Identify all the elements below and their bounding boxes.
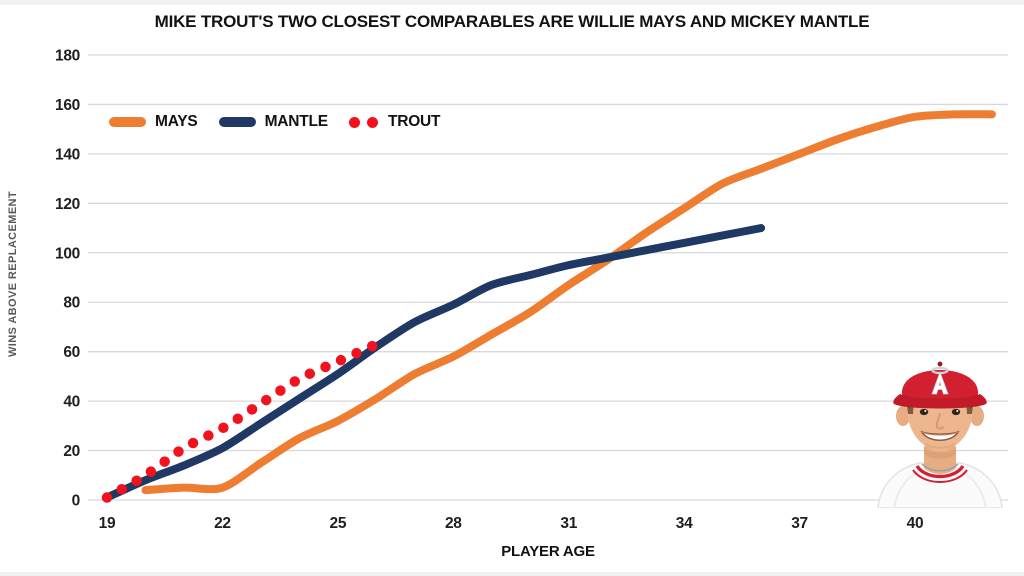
y-tick-label: 160 xyxy=(55,97,80,114)
x-tick-label: 40 xyxy=(907,515,924,532)
legend-label-mays: MAYS xyxy=(155,113,198,130)
jersey-fold xyxy=(893,470,921,509)
y-tick-label: 80 xyxy=(63,295,80,312)
x-axis-title: PLAYER AGE xyxy=(501,543,595,560)
legend-label-trout: TROUT xyxy=(387,113,441,130)
neck-shadow xyxy=(924,448,956,459)
left-ear xyxy=(896,406,910,426)
trout-dot-swatch xyxy=(348,116,360,128)
x-tick-label: 25 xyxy=(330,515,347,532)
necklace-chain xyxy=(921,463,959,472)
top-edge-band xyxy=(0,0,1024,5)
y-tick-label: 40 xyxy=(63,394,80,411)
y-axis-title: WINS ABOVE REPLACEMENT xyxy=(7,190,19,358)
nose xyxy=(935,413,944,430)
y-tick-label: 100 xyxy=(55,245,80,262)
jersey-fold xyxy=(959,470,987,509)
x-tick-label: 34 xyxy=(676,515,693,532)
collar-piping-outer xyxy=(912,469,968,483)
y-tick-label: 0 xyxy=(72,493,80,510)
eye-glint xyxy=(924,410,927,412)
y-tick-label: 140 xyxy=(55,146,80,163)
angels-a-logo xyxy=(931,370,949,395)
legend-label-mantle: MANTLE xyxy=(264,113,329,130)
chin-shading xyxy=(925,443,955,449)
eye-glint xyxy=(956,410,959,412)
mike-trout-headshot-image xyxy=(877,361,1003,509)
cap-brim xyxy=(893,394,987,409)
mike-trout-headshot-photo xyxy=(864,342,1016,509)
series-line-mays xyxy=(141,110,996,495)
y-tick-label: 180 xyxy=(55,48,80,65)
y-tick-label: 120 xyxy=(55,196,80,213)
collar-piping xyxy=(915,464,965,479)
y-tick-label: 20 xyxy=(63,443,80,460)
series-line-trout xyxy=(101,339,382,503)
x-tick-label: 31 xyxy=(560,515,577,532)
x-tick-label: 37 xyxy=(791,515,808,532)
jersey xyxy=(877,462,1003,509)
x-tick-label: 19 xyxy=(99,515,116,532)
cap-button xyxy=(937,361,943,367)
y-tick-label: 60 xyxy=(63,344,80,361)
mantle-line-swatch xyxy=(218,117,256,127)
x-tick-label: 28 xyxy=(445,515,462,532)
series-line-mantle xyxy=(103,224,766,502)
chart-title: MIKE TROUT'S TWO CLOSEST COMPARABLES ARE… xyxy=(154,12,870,31)
chart-legend: MAYS MANTLE TROUT xyxy=(109,112,461,132)
bottom-edge-band xyxy=(0,572,1024,576)
cap-crown xyxy=(901,370,979,399)
trout-dot-swatch xyxy=(366,116,378,128)
right-eye xyxy=(951,408,961,416)
upper-lip xyxy=(921,431,959,436)
mays-line-swatch xyxy=(109,117,146,127)
x-tick-label: 22 xyxy=(214,515,231,532)
right-ear xyxy=(970,406,984,426)
left-eye xyxy=(919,408,929,416)
